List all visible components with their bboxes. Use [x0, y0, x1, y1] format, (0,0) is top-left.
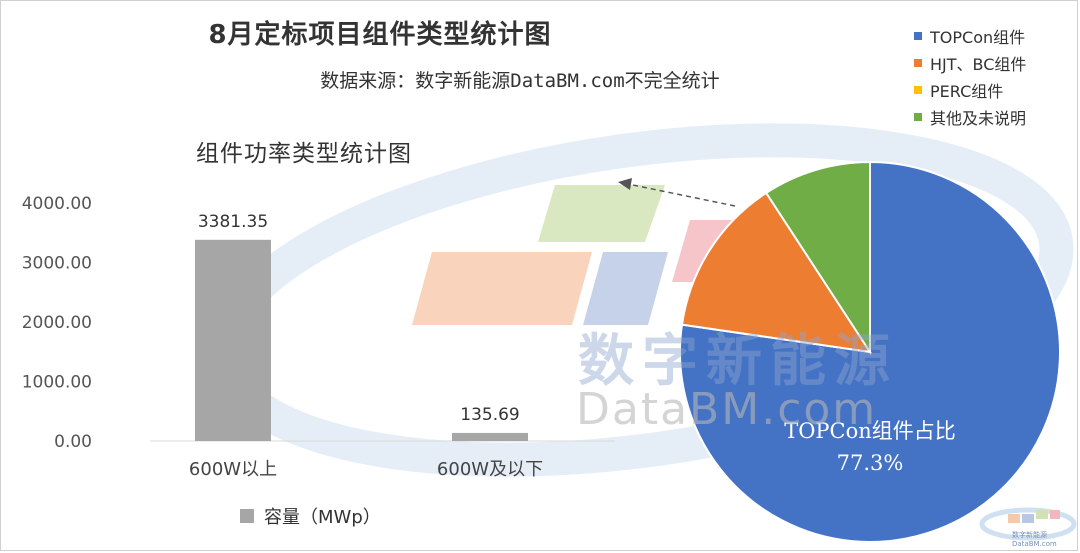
x-category-label: 600W及以下	[437, 459, 543, 480]
chart-title: 8月定标项目组件类型统计图	[208, 20, 552, 50]
wm-tile-green	[538, 185, 665, 242]
bar-legend-swatch	[240, 509, 254, 523]
y-tick-label: 3000.00	[22, 254, 92, 274]
pie-slice	[680, 191, 873, 354]
legend-swatch	[914, 85, 922, 94]
y-tick-label: 2000.00	[22, 313, 92, 333]
legend-swatch	[914, 112, 922, 121]
pie-legend: TOPCon组件 HJT、BC组件 PERC组件 其他及未说明	[914, 22, 1026, 130]
corner-logo-cn: 数字新能源	[1012, 530, 1047, 539]
legend-label: PERC组件	[930, 81, 1004, 101]
bar-chart: 4000.00 3000.00 2000.00 1000.00 0.00 3381.35…	[22, 194, 615, 480]
wm-arrow-line	[627, 183, 736, 207]
legend-item-topcon: TOPCon组件	[914, 22, 1026, 49]
bar-legend-label: 容量（MWp）	[264, 507, 381, 528]
bar	[195, 239, 271, 441]
legend-item-other: 其他及未说明	[914, 103, 1026, 130]
legend-swatch	[914, 31, 922, 40]
pie-chart: TOPCon组件占比 77.3%	[679, 160, 1061, 543]
pie-annotation-value: 77.3%	[837, 451, 904, 475]
legend-label: TOPCon组件	[930, 27, 1026, 47]
corner-logo: 数字新能源 DataBM.com	[979, 507, 1077, 548]
bar-data-label: 135.69	[460, 405, 519, 425]
y-tick-label: 0.00	[54, 432, 92, 452]
legend-swatch	[914, 58, 922, 67]
x-category-label: 600W以上	[189, 459, 277, 480]
bar-legend: 容量（MWp）	[240, 503, 381, 529]
wm-tile-blue	[583, 252, 668, 325]
bar-chart-title: 组件功率类型统计图	[196, 141, 412, 167]
watermark-en: DataBM.com	[576, 384, 877, 435]
wm-arrow-head	[618, 178, 632, 190]
y-tick-label: 4000.00	[22, 194, 92, 214]
chart-subtitle: 数据来源：数字新能源DataBM.com不完全统计	[320, 70, 720, 92]
legend-label: HJT、BC组件	[930, 54, 1027, 74]
pie-slice	[764, 160, 871, 356]
wm-tile-orange	[412, 252, 592, 325]
corner-logo-en: DataBM.com	[1012, 540, 1057, 548]
watermark-cn: 数字新能源	[578, 329, 898, 394]
bar	[452, 432, 528, 441]
legend-label: 其他及未说明	[930, 108, 1027, 128]
legend-item-hjt-bc: HJT、BC组件	[914, 49, 1026, 76]
y-tick-label: 1000.00	[22, 373, 92, 393]
bar-data-label: 3381.35	[198, 212, 268, 232]
pie-annotation-label: TOPCon组件占比	[784, 419, 956, 443]
legend-item-perc: PERC组件	[914, 76, 1026, 103]
